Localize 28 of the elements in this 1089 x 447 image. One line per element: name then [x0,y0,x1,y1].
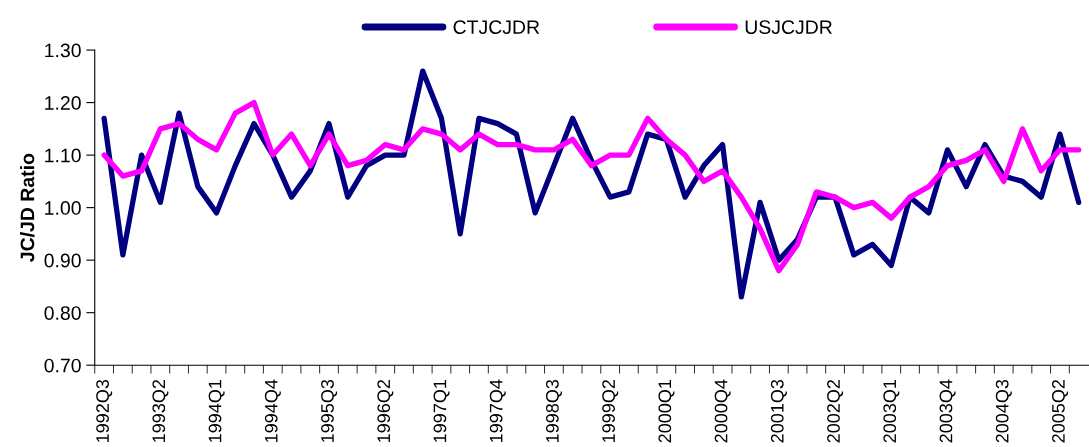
x-tick-label: 2003Q1 [883,379,900,443]
x-tick-label: 2005Q2 [1052,379,1069,443]
x-tick-label: 2000Q4 [714,379,731,443]
x-tick-label: 1997Q1 [433,379,450,442]
x-tick-label: 1993Q2 [152,379,169,442]
x-tick-label: 2000Q1 [658,379,675,443]
x-tick-label: 1998Q3 [545,379,562,442]
x-tick-label: 2003Q4 [939,379,956,443]
y-tick-label: 0.80 [44,306,81,320]
y-tick-label: 1.30 [45,43,81,58]
y-tick-label: 0.70 [44,358,81,373]
legend-label: CTJCJDR [453,20,540,35]
x-tick-label: 1994Q1 [208,379,225,442]
x-tick-label: 1995Q3 [321,379,338,442]
x-tick-label: 1992Q3 [96,379,113,442]
y-axis-title: JC/JD Ratio [20,153,35,262]
x-tick-label: 1994Q4 [264,379,281,442]
x-tick-label: 1999Q2 [602,379,619,442]
y-tick-label: 1.20 [45,96,81,110]
y-tick-label: 1.10 [45,148,81,163]
x-tick-label: 2002Q2 [827,379,844,443]
y-tick-label: 0.90 [44,253,81,268]
x-tick-label: 1996Q2 [377,379,394,442]
x-tick-label: 2001Q3 [770,379,787,443]
x-tick-label: 2004Q3 [995,379,1012,443]
y-tick-label: 1.00 [45,201,81,215]
x-tick-label: 1997Q4 [489,379,506,442]
legend-label: USJCJDR [745,20,832,35]
